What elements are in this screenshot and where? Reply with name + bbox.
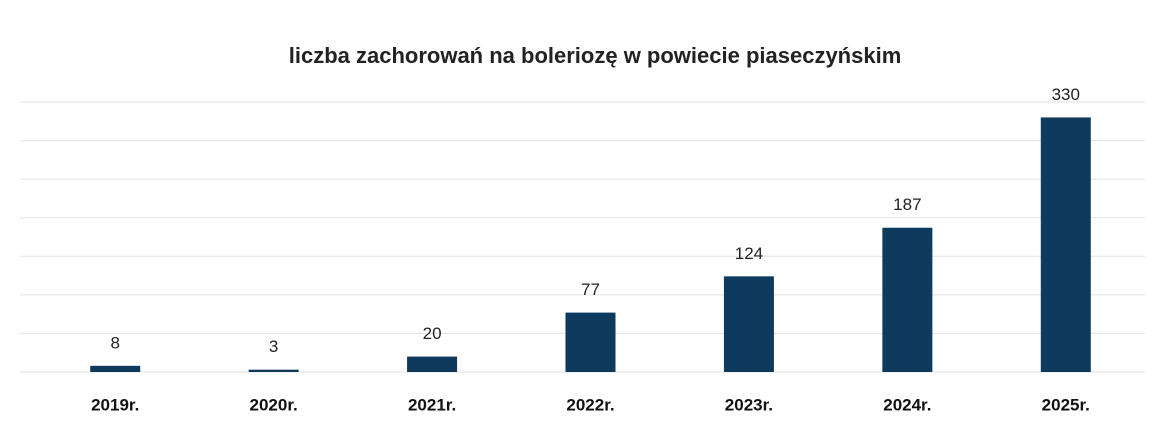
x-tick-label: 2022r. [566, 395, 614, 414]
bar [407, 356, 458, 372]
bar [1040, 117, 1091, 372]
x-tick-label: 2020r. [250, 395, 298, 414]
data-label: 330 [1052, 85, 1080, 104]
data-label: 8 [110, 333, 119, 352]
chart-title: liczba zachorowań na boleriozę w powieci… [289, 43, 902, 68]
data-label: 20 [423, 324, 442, 343]
x-tick-label: 2024r. [883, 395, 931, 414]
bar [882, 227, 933, 372]
data-label: 187 [893, 195, 921, 214]
bar [248, 369, 299, 372]
data-label: 3 [269, 337, 278, 356]
bar [565, 312, 616, 372]
data-label: 124 [735, 244, 763, 263]
x-tick-label: 2019r. [91, 395, 139, 414]
bar [723, 276, 774, 372]
x-tick-label: 2021r. [408, 395, 456, 414]
bar [90, 365, 141, 372]
x-tick-label: 2025r. [1042, 395, 1090, 414]
x-tick-label: 2023r. [725, 395, 773, 414]
data-label: 77 [581, 280, 600, 299]
